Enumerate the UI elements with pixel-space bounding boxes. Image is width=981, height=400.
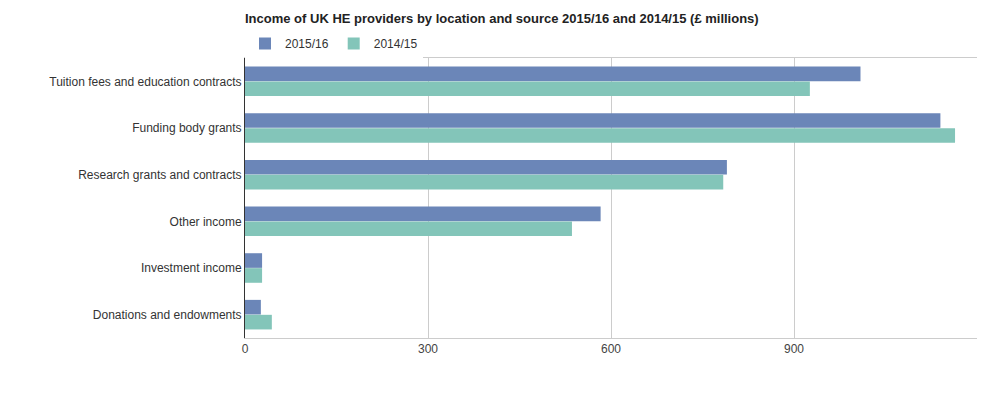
svg-text:900: 900 xyxy=(784,342,804,356)
svg-text:300: 300 xyxy=(418,342,438,356)
svg-text:Research grants and contracts: Research grants and contracts xyxy=(78,168,241,182)
svg-text:0: 0 xyxy=(242,342,249,356)
svg-text:Tuition fees and education con: Tuition fees and education contracts xyxy=(49,75,241,89)
svg-text:Other income: Other income xyxy=(170,215,242,229)
svg-text:Investment income: Investment income xyxy=(141,261,242,275)
svg-text:Funding body grants: Funding body grants xyxy=(132,121,241,135)
svg-text:Donations and endowments: Donations and endowments xyxy=(93,308,242,322)
svg-text:2015/16: 2015/16 xyxy=(285,37,329,51)
svg-text:600: 600 xyxy=(601,342,621,356)
svg-text:Income of UK HE providers by l: Income of UK HE providers by location an… xyxy=(245,11,759,26)
svg-text:2014/15: 2014/15 xyxy=(374,37,418,51)
